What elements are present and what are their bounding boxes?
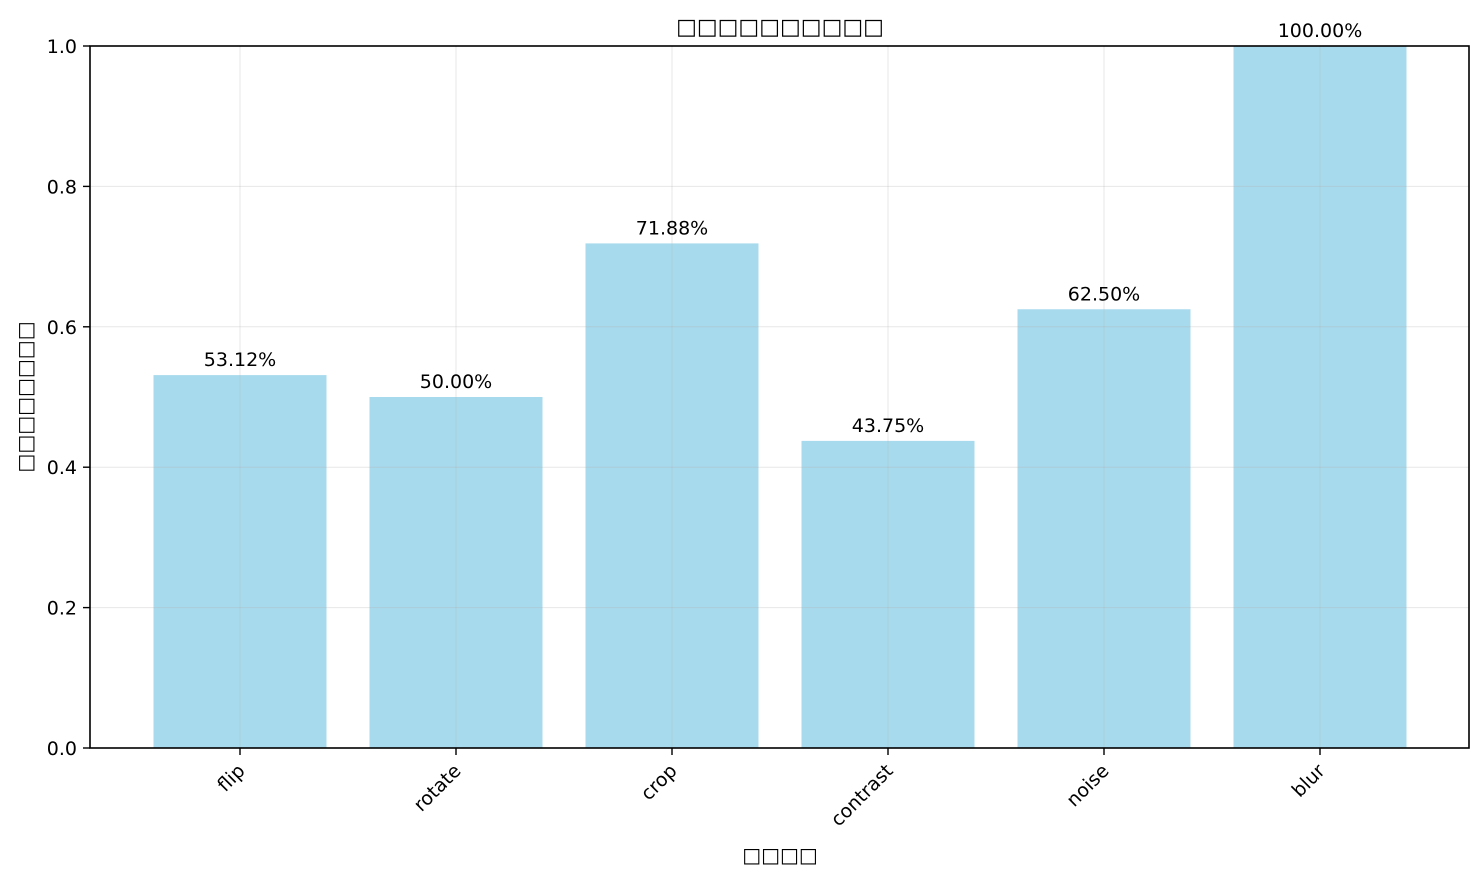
y-axis-label: □□□□□□□□ xyxy=(13,321,37,472)
bar-crop xyxy=(585,243,759,748)
y-tick-label: 0.0 xyxy=(47,738,77,760)
y-axis: 0.0 0.2 0.4 0.6 0.8 1.0 xyxy=(47,36,90,760)
chart-title: □□□□□□□□□□ xyxy=(676,15,884,40)
y-tick-label: 1.0 xyxy=(47,36,77,58)
bar-noise xyxy=(1017,309,1191,748)
bar-blur xyxy=(1233,46,1407,748)
y-tick-label: 0.8 xyxy=(47,176,77,198)
value-label-blur: 100.00% xyxy=(1278,20,1363,42)
value-label-flip: 53.12% xyxy=(204,349,276,371)
x-axis-label: □□□□ xyxy=(742,843,818,867)
value-label-crop: 71.88% xyxy=(636,217,708,239)
bars xyxy=(153,46,1407,748)
value-label-contrast: 43.75% xyxy=(852,415,924,437)
plot-frame xyxy=(89,45,1470,749)
value-labels: 53.12% 50.00% 71.88% 43.75% 62.50% 100.00% xyxy=(204,20,1363,437)
bar-flip xyxy=(153,375,327,748)
y-tick-label: 0.2 xyxy=(47,598,77,620)
bar-contrast xyxy=(801,440,975,748)
value-label-noise: 62.50% xyxy=(1068,283,1140,305)
bar-rotate xyxy=(369,397,543,748)
value-label-rotate: 50.00% xyxy=(420,371,492,393)
y-tick-label: 0.6 xyxy=(47,317,77,339)
y-tick-label: 0.4 xyxy=(47,457,77,479)
